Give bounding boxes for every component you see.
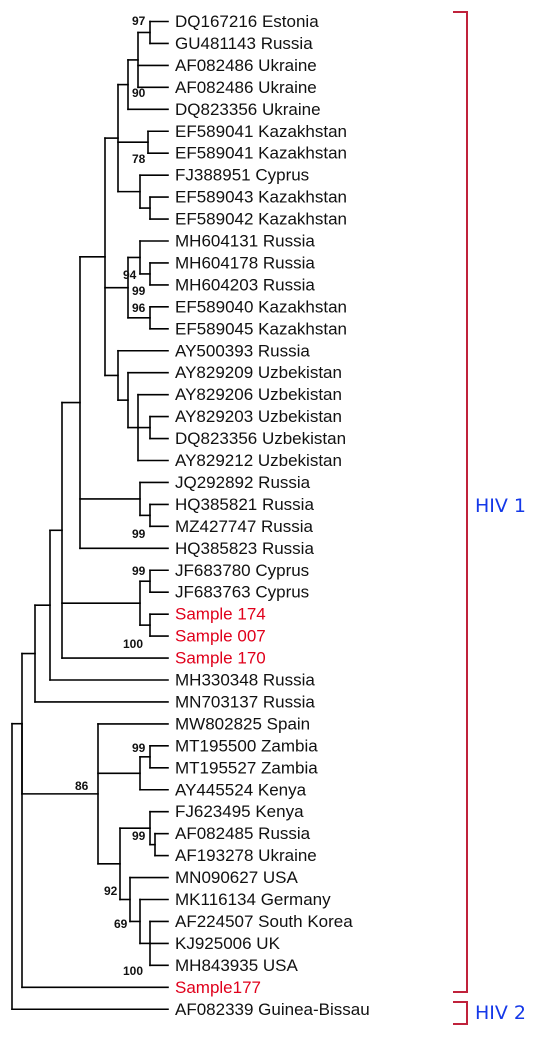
leaf-label: AF082486 Ukraine (175, 78, 317, 97)
leaf-label: HQ385821 Russia (175, 495, 314, 514)
leaf-label: MN703137 Russia (175, 692, 315, 711)
leaf-label: AY829209 Uzbekistan (175, 363, 342, 382)
hiv2-bracket (453, 1001, 468, 1025)
leaf-label: JQ292892 Russia (175, 473, 311, 492)
leaf-label: AF193278 Ukraine (175, 846, 317, 865)
leaf-label: MN090627 USA (175, 868, 299, 887)
leaf-label: AY829203 Uzbekistan (175, 407, 342, 426)
leaf-label: KJ925006 UK (175, 934, 281, 953)
bootstrap-value: 99 (132, 741, 146, 755)
leaf-label: MT195527 Zambia (175, 758, 318, 777)
bootstrap-value: 69 (114, 917, 128, 931)
leaf-label: MH604203 Russia (175, 275, 315, 294)
leaf-label: MZ427747 Russia (175, 517, 314, 536)
leaf-label: EF589045 Kazakhstan (175, 319, 347, 338)
leaf-label: GU481143 Russia (175, 34, 313, 53)
hiv2-group-label: HIV 2 (475, 1002, 526, 1024)
bootstrap-value: 100 (123, 964, 143, 978)
leaf-label: Sample 174 (175, 605, 266, 624)
leaf-label: AF082485 Russia (175, 824, 311, 843)
bootstrap-value: 100 (123, 637, 143, 651)
leaf-label: AY445524 Kenya (175, 780, 307, 799)
hiv1-group-label: HIV 1 (475, 495, 526, 517)
bootstrap-value: 78 (132, 152, 146, 166)
leaf-label: DQ823356 Ukraine (175, 100, 321, 119)
leaf-label: AF082339 Guinea-Bissau (175, 1000, 370, 1019)
leaf-label: MW802825 Spain (175, 714, 310, 733)
bootstrap-value: 86 (75, 779, 89, 793)
leaf-label: EF589040 Kazakhstan (175, 297, 347, 316)
group-brackets: HIV 1 HIV 2 (453, 11, 526, 1025)
leaf-label: DQ823356 Uzbekistan (175, 429, 346, 448)
leaf-label: MK116134 Germany (175, 890, 331, 909)
leaf-label: FJ623495 Kenya (175, 802, 304, 821)
hiv1-bracket (453, 11, 468, 993)
bootstrap-labels: 97 90 78 94 99 96 99 99 100 86 99 99 92 … (75, 14, 146, 978)
leaf-label: AF224507 South Korea (175, 912, 353, 931)
leaf-label: AF082486 Ukraine (175, 56, 317, 75)
leaf-label: FJ388951 Cyprus (175, 166, 309, 185)
leaf-label: Sample177 (175, 978, 261, 997)
leaf-label: AY829212 Uzbekistan (175, 451, 342, 470)
tree-branches (11, 20, 169, 1011)
leaf-label: EF589042 Kazakhstan (175, 210, 347, 229)
leaf-label: MH843935 USA (175, 956, 299, 975)
bootstrap-value: 90 (132, 86, 146, 100)
bootstrap-value: 99 (132, 829, 146, 843)
leaf-label: JF683763 Cyprus (175, 583, 309, 602)
leaf-label: AY500393 Russia (175, 341, 310, 360)
bootstrap-value: 99 (132, 284, 146, 298)
bootstrap-value: 96 (132, 301, 146, 315)
leaf-label: EF589043 Kazakhstan (175, 188, 347, 207)
leaf-label: MT195500 Zambia (175, 736, 318, 755)
bootstrap-value: 94 (123, 268, 137, 282)
leaf-label: JF683780 Cyprus (175, 561, 309, 580)
leaf-label: Sample 170 (175, 649, 266, 668)
bootstrap-value: 97 (132, 14, 146, 28)
bootstrap-value: 99 (132, 527, 146, 541)
leaf-label: MH604178 Russia (175, 253, 315, 272)
bootstrap-value: 99 (132, 564, 146, 578)
leaf-label: EF589041 Kazakhstan (175, 122, 347, 141)
leaf-label: DQ167216 Estonia (175, 12, 319, 31)
leaf-label: AY829206 Uzbekistan (175, 385, 342, 404)
leaf-labels: DQ167216 Estonia GU481143 Russia AF082486 … (175, 12, 370, 1019)
leaf-label: MH604131 Russia (175, 232, 315, 251)
leaf-label: Sample 007 (175, 627, 266, 646)
leaf-label: MH330348 Russia (175, 671, 315, 690)
leaf-label: HQ385823 Russia (175, 539, 314, 558)
leaf-label: EF589041 Kazakhstan (175, 144, 347, 163)
bootstrap-value: 92 (104, 884, 118, 898)
